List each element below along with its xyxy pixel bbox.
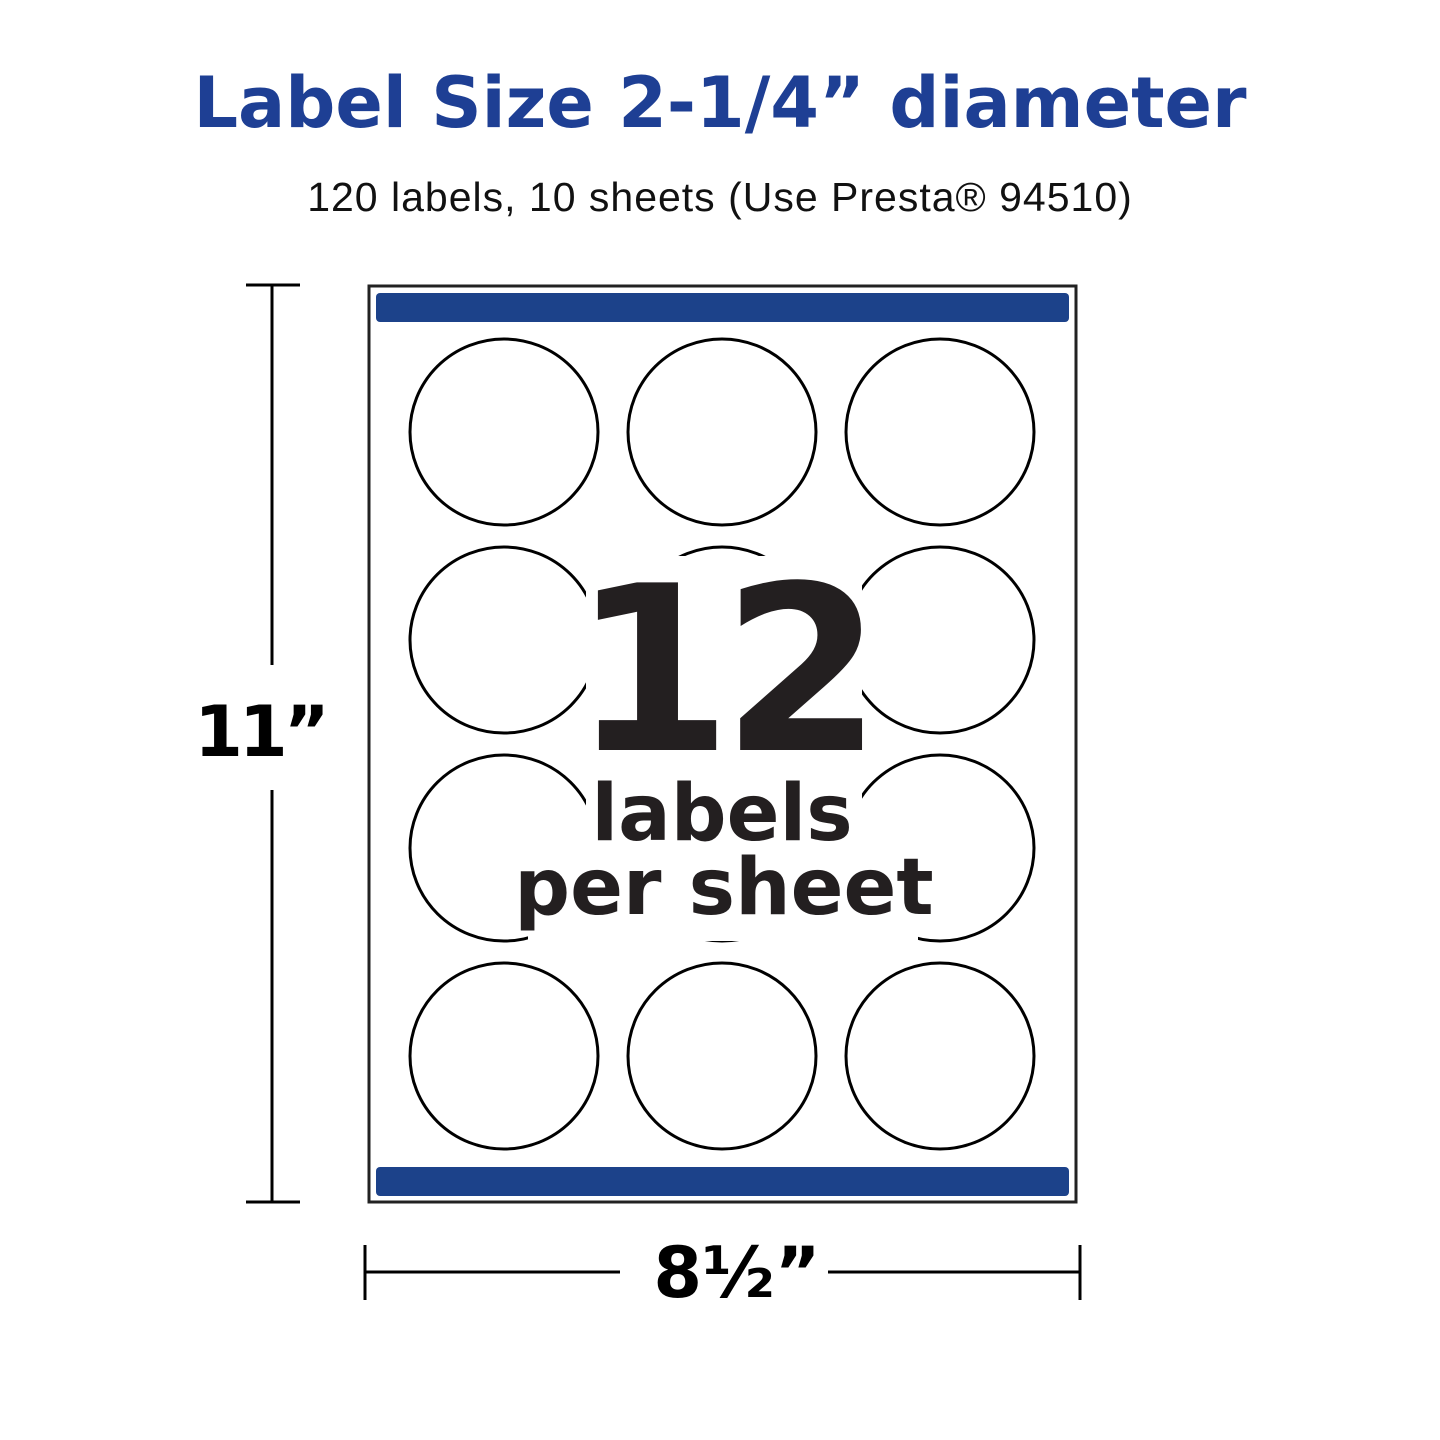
- label-circle: [408, 545, 600, 735]
- sheet-top-bar: [376, 293, 1069, 322]
- label-circle: [626, 961, 818, 1151]
- sheet-bottom-bar: [376, 1167, 1069, 1196]
- label-circle: [844, 337, 1036, 527]
- height-dimension-line: [246, 283, 300, 1204]
- label-circle: [408, 337, 600, 527]
- label-circle: [844, 545, 1036, 735]
- labels-count: 12: [572, 538, 872, 805]
- label-circle: [844, 961, 1036, 1151]
- label-circle: [626, 337, 818, 527]
- width-dimension-line: [363, 1245, 1082, 1300]
- width-label: 8½”: [653, 1232, 820, 1314]
- height-label: 11”: [194, 691, 325, 773]
- subtitle: 120 labels, 10 sheets (Use Presta® 94510…: [307, 174, 1133, 220]
- text-knockout: [528, 855, 918, 941]
- text-knockout: [586, 556, 862, 861]
- labels-caption-line2: per sheet: [514, 843, 933, 933]
- page-title: Label Size 2-1/4” diameter: [193, 62, 1247, 144]
- labels-caption-line1: labels: [591, 769, 852, 859]
- label-circle: [408, 961, 600, 1151]
